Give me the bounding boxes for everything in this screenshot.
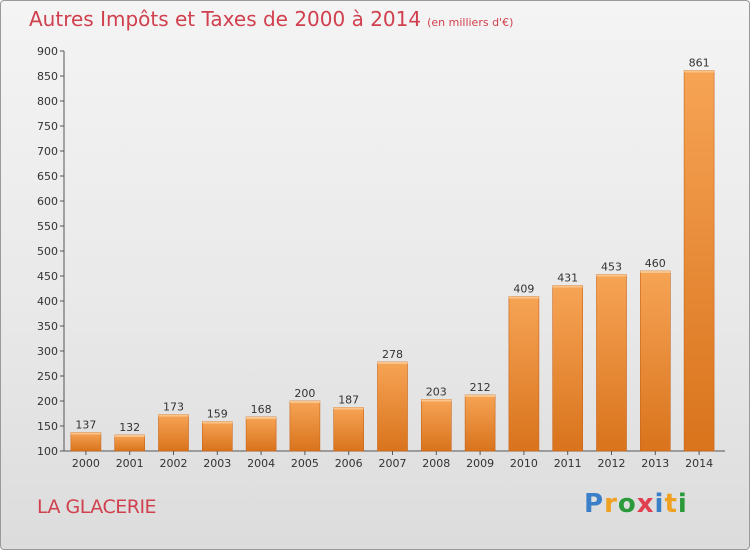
bar xyxy=(158,414,189,452)
bar-highlight xyxy=(640,271,671,273)
bar xyxy=(552,285,584,452)
y-tick-label: 800 xyxy=(37,95,58,108)
bar-value-label: 187 xyxy=(338,394,359,407)
bar xyxy=(420,399,452,452)
y-tick-label: 600 xyxy=(37,195,58,208)
bar-highlight xyxy=(508,296,539,299)
bars-group xyxy=(70,70,715,452)
bar-highlight xyxy=(377,362,408,364)
bar xyxy=(245,416,277,452)
x-tick-label: 2010 xyxy=(510,457,538,470)
x-tick-label: 2014 xyxy=(685,457,713,470)
bar-highlight xyxy=(202,421,233,424)
bar-highlight xyxy=(333,407,364,410)
bar-value-label: 861 xyxy=(689,57,710,70)
bar-highlight xyxy=(114,435,145,437)
brand-letter: t xyxy=(664,489,678,519)
bar-value-label: 200 xyxy=(294,387,315,400)
bar-value-label: 212 xyxy=(470,381,491,394)
bar-value-label: 409 xyxy=(513,283,534,296)
x-tick-label: 2012 xyxy=(598,457,626,470)
y-axis-ticks: 100 150 200 250 300 350 400 450 500 550 600 650 700 7… xyxy=(37,45,64,458)
y-tick-label: 200 xyxy=(37,395,58,408)
brand-letter: r xyxy=(604,489,618,519)
y-tick-label: 400 xyxy=(37,295,58,308)
brand-logo: Proxiti xyxy=(584,489,688,519)
bar xyxy=(464,394,496,452)
bar xyxy=(508,296,540,452)
bar xyxy=(333,407,365,452)
x-tick-label: 2004 xyxy=(247,457,275,470)
x-tick-label: 2013 xyxy=(641,457,669,470)
bar xyxy=(377,361,408,452)
brand-letter: i xyxy=(677,489,688,519)
bar xyxy=(114,434,145,452)
bar-highlight xyxy=(596,274,627,277)
bar-highlight xyxy=(465,395,496,397)
bar-value-label: 168 xyxy=(251,403,272,416)
brand-letter: P xyxy=(584,489,605,519)
x-tick-label: 2008 xyxy=(422,457,450,470)
bar-highlight xyxy=(552,285,583,288)
y-tick-label: 450 xyxy=(37,270,58,283)
x-tick-label: 2000 xyxy=(72,457,100,470)
x-tick-label: 2001 xyxy=(116,457,144,470)
x-tick-label: 2009 xyxy=(466,457,494,470)
bar-value-label: 203 xyxy=(426,386,447,399)
bar-highlight xyxy=(70,432,101,435)
bar-value-label: 278 xyxy=(382,348,403,361)
bar xyxy=(596,274,627,452)
y-tick-label: 750 xyxy=(37,120,58,133)
bar-highlight xyxy=(246,417,277,419)
bar xyxy=(683,70,715,452)
y-tick-label: 150 xyxy=(37,420,58,433)
place-name: LA GLACERIE xyxy=(37,496,157,518)
bar-value-label: 460 xyxy=(645,257,666,270)
chart-title-block: Autres Impôts et Taxes de 2000 à 2014 (en… xyxy=(29,7,513,31)
y-tick-label: 300 xyxy=(37,345,58,358)
bar-value-label: 431 xyxy=(557,272,578,285)
y-tick-label: 500 xyxy=(37,245,58,258)
y-tick-label: 650 xyxy=(37,170,58,183)
y-tick-label: 350 xyxy=(37,320,58,333)
bar xyxy=(70,432,102,452)
brand-letter: i xyxy=(654,489,665,519)
x-tick-label: 2002 xyxy=(160,457,188,470)
y-tick-label: 700 xyxy=(37,145,58,158)
y-tick-label: 900 xyxy=(37,45,58,58)
bar-value-label: 137 xyxy=(75,419,96,432)
x-tick-label: 2003 xyxy=(203,457,231,470)
x-tick-label: 2005 xyxy=(291,457,319,470)
y-tick-label: 250 xyxy=(37,370,58,383)
x-tick-label: 2006 xyxy=(335,457,363,470)
x-tick-label: 2011 xyxy=(554,457,582,470)
chart-subtitle: (en milliers d'€) xyxy=(427,16,514,29)
bar-highlight xyxy=(421,399,452,402)
bar-value-label: 453 xyxy=(601,261,622,274)
brand-letter: o xyxy=(617,489,637,519)
x-tick-label: 2007 xyxy=(379,457,407,470)
bar-value-label: 159 xyxy=(207,408,228,421)
bar xyxy=(289,400,321,452)
y-tick-label: 100 xyxy=(37,445,58,458)
bar-highlight xyxy=(684,70,715,73)
x-axis-ticks: 2000 2001 2002 2003 2004 2005 2006 2007 2008 2009… xyxy=(72,451,713,470)
value-labels-group: 137 132 173 159 168 200 187 278 203 212 409 431 453 4… xyxy=(75,57,709,435)
bar-highlight xyxy=(158,414,189,417)
chart-title: Autres Impôts et Taxes de 2000 à 2014 xyxy=(29,7,422,31)
y-tick-label: 550 xyxy=(37,220,58,233)
bar xyxy=(202,421,233,452)
bar xyxy=(639,270,671,452)
bar-highlight xyxy=(289,401,320,403)
bar-value-label: 173 xyxy=(163,401,184,414)
brand-letter: x xyxy=(636,489,655,519)
bar-value-label: 132 xyxy=(119,421,140,434)
y-tick-label: 850 xyxy=(37,70,58,83)
